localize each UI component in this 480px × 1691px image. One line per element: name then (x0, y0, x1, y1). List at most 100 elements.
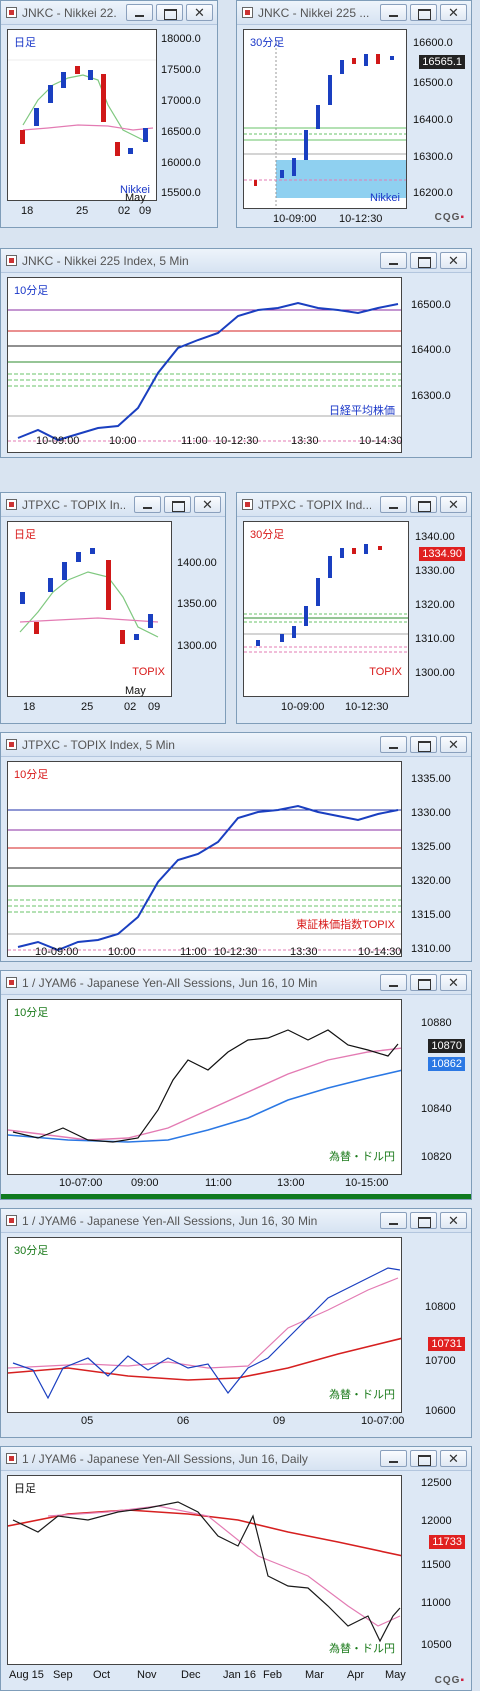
restore-button[interactable] (410, 496, 437, 513)
instrument-label: 日経平均株価 (329, 405, 395, 417)
restore-button[interactable] (164, 496, 191, 513)
plot-area[interactable]: 10分足 東証株価指数TOPIX (7, 761, 402, 957)
x-tick: 09:00 (131, 1177, 159, 1189)
close-button[interactable]: ✕ (440, 1212, 467, 1229)
x-tick: May (385, 1669, 406, 1681)
minimize-button[interactable] (380, 1212, 407, 1229)
x-sub-tick: May (125, 685, 146, 697)
y-tick: 1335.00 (411, 773, 451, 785)
restore-button[interactable] (410, 974, 437, 991)
y-tick: 16000.0 (161, 157, 201, 169)
y-tick: 16200.0 (413, 187, 453, 199)
timeframe-label: 10分足 (14, 285, 49, 297)
plot-area[interactable]: 10分足 為替・ドル円 (7, 999, 402, 1175)
chart-window-nikkei-daily[interactable]: JNKC - Nikkei 22... ✕ 日足 Nikkei 18000.0 … (0, 0, 218, 228)
y-tick: 1330.00 (411, 807, 451, 819)
app-icon (6, 977, 17, 988)
cqg-logo: CQG▪ (434, 212, 465, 223)
window-titlebar[interactable]: JTPXC - TOPIX Index, 5 Min ✕ (1, 733, 471, 757)
plot-area[interactable]: 日足 Nikkei (7, 29, 157, 201)
window-titlebar[interactable]: 1 / JYAM6 - Japanese Yen-All Sessions, J… (1, 1209, 471, 1233)
y-tick: 1300.00 (415, 667, 455, 679)
instrument-label: TOPIX (132, 666, 165, 678)
candle-chart (8, 1501, 401, 1643)
candle-chart (19, 548, 159, 644)
window-titlebar[interactable]: JNKC - Nikkei 225 Index, 5 Min ✕ (1, 249, 471, 273)
window-title: 1 / JYAM6 - Japanese Yen-All Sessions, J… (22, 1452, 308, 1466)
last-price-tag: 10731 (428, 1337, 465, 1351)
y-tick: 1315.00 (411, 909, 451, 921)
close-button[interactable]: ✕ (440, 1450, 467, 1467)
window-titlebar[interactable]: 1 / JYAM6 - Japanese Yen-All Sessions, J… (1, 1447, 471, 1471)
x-tick: 18 (21, 205, 34, 217)
x-tick: 10-07:00 (361, 1415, 405, 1427)
minimize-button[interactable] (380, 4, 407, 21)
minimize-button[interactable] (134, 496, 161, 513)
minimize-button[interactable] (380, 974, 407, 991)
ma-price-tag: 10862 (428, 1057, 465, 1071)
app-icon (242, 499, 253, 510)
restore-button[interactable] (156, 4, 183, 21)
plot-area[interactable]: 30分足 為替・ドル円 (7, 1237, 402, 1413)
window-titlebar[interactable]: JTPXC - TOPIX In... ✕ (1, 493, 225, 517)
close-button[interactable]: ✕ (440, 252, 467, 269)
x-tick: 25 (76, 205, 89, 217)
close-button[interactable]: ✕ (186, 4, 213, 21)
chart-window-nikkei-30min[interactable]: JNKC - Nikkei 225 ... ✕ (236, 0, 472, 228)
restore-button[interactable] (410, 1212, 437, 1229)
chart-window-topix-10min[interactable]: JTPXC - TOPIX Index, 5 Min ✕ 10分足 東証株価指数… (0, 732, 472, 962)
app-icon (6, 499, 17, 510)
window-titlebar[interactable]: JNKC - Nikkei 225 ... ✕ (237, 1, 471, 25)
timeframe-label: 日足 (14, 37, 36, 49)
minimize-button[interactable] (380, 496, 407, 513)
x-tick: 13:00 (277, 1177, 305, 1189)
timeframe-label: 日足 (14, 1483, 36, 1495)
window-titlebar[interactable]: 1 / JYAM6 - Japanese Yen-All Sessions, J… (1, 971, 471, 995)
session-bar (1, 1194, 471, 1199)
close-button[interactable]: ✕ (440, 4, 467, 21)
x-tick: 05 (81, 1415, 94, 1427)
x-tick: Aug 15 (9, 1669, 44, 1681)
restore-button[interactable] (410, 252, 437, 269)
instrument-label: 東証株価指数TOPIX (296, 919, 395, 931)
restore-button[interactable] (410, 4, 437, 21)
plot-area[interactable]: 日足 TOPIX (7, 521, 172, 697)
close-button[interactable]: ✕ (194, 496, 221, 513)
restore-button[interactable] (410, 1450, 437, 1467)
x-tick: Dec (181, 1669, 201, 1681)
window-titlebar[interactable]: JNKC - Nikkei 22... ✕ (1, 1, 217, 25)
window-title: JNKC - Nikkei 22... (22, 6, 117, 20)
plot-area[interactable]: 10分足 日経平均株価 (7, 277, 402, 453)
chart-window-topix-30min[interactable]: JTPXC - TOPIX Ind... ✕ 30分足 TOPIX (236, 492, 472, 724)
window-titlebar[interactable]: JTPXC - TOPIX Ind... ✕ (237, 493, 471, 517)
minimize-button[interactable] (126, 4, 153, 21)
timeframe-label: 30分足 (250, 529, 285, 541)
x-tick: 10-09:00 (36, 435, 80, 447)
app-icon (6, 1453, 17, 1464)
close-button[interactable]: ✕ (440, 496, 467, 513)
close-button[interactable]: ✕ (440, 736, 467, 753)
plot-area[interactable]: 30分足 Nikkei (243, 29, 407, 209)
chart-window-yen-10min[interactable]: 1 / JYAM6 - Japanese Yen-All Sessions, J… (0, 970, 472, 1200)
minimize-button[interactable] (380, 252, 407, 269)
y-tick: 16400.0 (413, 114, 453, 126)
restore-button[interactable] (410, 736, 437, 753)
y-tick: 10800 (425, 1301, 456, 1313)
chart-window-nikkei-10min[interactable]: JNKC - Nikkei 225 Index, 5 Min ✕ 10分足 日経… (0, 248, 472, 458)
close-button[interactable]: ✕ (440, 974, 467, 991)
chart-window-yen-30min[interactable]: 1 / JYAM6 - Japanese Yen-All Sessions, J… (0, 1208, 472, 1438)
minimize-button[interactable] (380, 1450, 407, 1467)
app-icon (6, 255, 17, 266)
chart-window-yen-daily[interactable]: 1 / JYAM6 - Japanese Yen-All Sessions, J… (0, 1446, 472, 1691)
x-tick: 10:00 (109, 435, 137, 447)
minimize-button[interactable] (380, 736, 407, 753)
plot-area[interactable]: 日足 為替・ドル円 (7, 1475, 402, 1665)
x-tick: 06 (177, 1415, 190, 1427)
chart-window-topix-daily[interactable]: JTPXC - TOPIX In... ✕ 日足 TOPIX 1400.00 1… (0, 492, 226, 724)
plot-area[interactable]: 30分足 TOPIX (243, 521, 409, 697)
timeframe-label: 日足 (14, 529, 36, 541)
timeframe-label: 30分足 (250, 37, 285, 49)
window-title: 1 / JYAM6 - Japanese Yen-All Sessions, J… (22, 1214, 318, 1228)
x-tick: 09 (148, 701, 161, 713)
x-tick: 10-09:00 (35, 946, 79, 958)
